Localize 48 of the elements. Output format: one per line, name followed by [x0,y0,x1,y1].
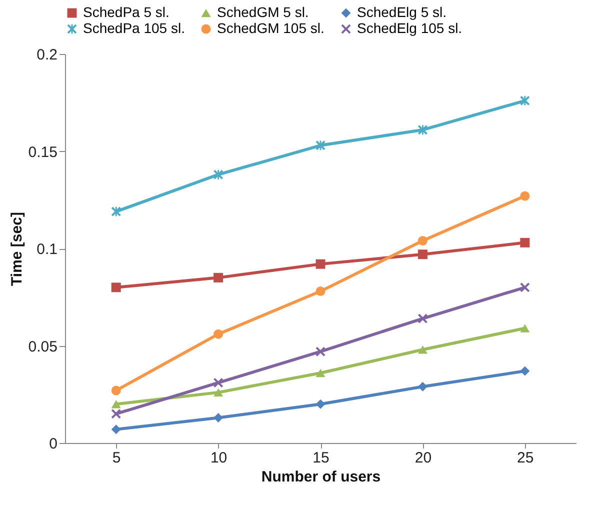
x-tick-label: 15 [312,450,330,466]
y-tick-label: 0.2 [36,46,58,64]
point [214,378,224,388]
x-tick-label: 10 [210,450,228,466]
point [111,282,121,292]
point [418,382,428,392]
legend-label: SchedElg 5 sl. [357,4,446,20]
point [316,368,326,378]
x-tick-label: 25 [517,450,534,466]
point [418,236,428,246]
point [520,366,530,376]
point [418,250,428,260]
legend-label: SchedGM 5 sl. [217,4,309,20]
point [111,386,121,396]
y-tick-label: 0.05 [28,338,58,356]
point [418,125,428,135]
point [111,206,121,216]
legend-label: SchedPa 105 sl. [83,20,185,36]
point [520,324,530,332]
point [111,424,121,434]
x-axis-title: Number of users [261,468,381,486]
point [214,412,224,422]
point [214,329,224,339]
y-axis-title: Time [sec] [8,212,26,286]
point [316,286,326,296]
legend-label: SchedElg 105 sl. [357,20,462,36]
x-tick-label: 5 [112,450,121,466]
point [214,272,224,282]
y-tick-label: 0 [49,436,58,452]
point [111,400,121,408]
y-tick-label: 0.15 [28,144,58,161]
legend-label: SchedGM 105 sl. [217,20,324,36]
point [520,96,530,106]
point [214,388,224,397]
x-tick-label: 20 [414,450,432,466]
point [214,170,224,180]
point [316,346,326,356]
y-tick-label: 0.1 [36,241,58,258]
point [520,238,530,248]
point [316,399,326,409]
point [418,346,428,354]
point [418,314,428,324]
legend-label: SchedPa 5 sl. [83,4,170,20]
point [520,282,530,292]
point [316,259,326,269]
point [316,140,326,150]
point [111,409,121,419]
point [520,191,530,201]
